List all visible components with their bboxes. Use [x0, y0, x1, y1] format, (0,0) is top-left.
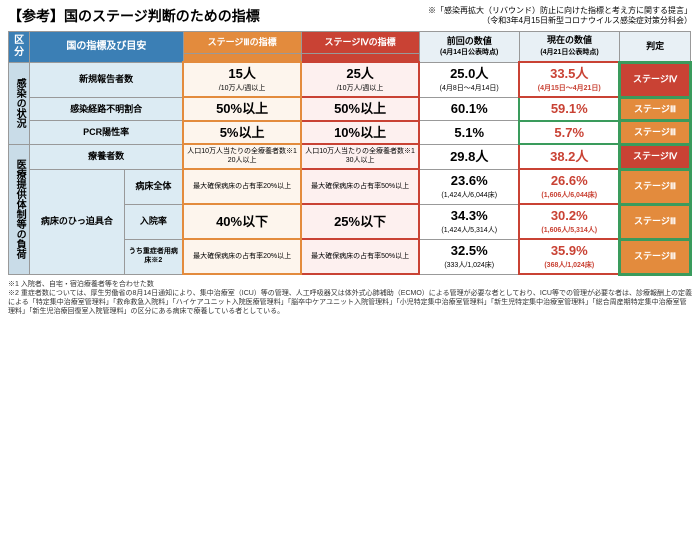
hdr-indicator: 国の指標及び目安 — [30, 31, 183, 62]
stage-table: 区分 国の指標及び目安 ステージⅢの指標 ステージⅣの指標 前回の数値(4月14… — [8, 31, 692, 276]
category-infection: 感染の状況 — [9, 62, 30, 144]
page-title: 【参考】国のステージ判断のための指標 — [8, 6, 260, 26]
hdr-stage3: ステージⅢの指標 — [183, 31, 301, 53]
row-label: 新規報告者数 — [30, 62, 183, 97]
stage3-val: 15人/10万人/週以上 — [183, 62, 301, 97]
hdr-stage4: ステージⅣの指標 — [301, 31, 419, 53]
hdr-kubun: 区分 — [9, 31, 30, 62]
footnote: ※1 入院者、自宅・宿泊療養者等を合わせた数 ※2 重症者数については、厚生労働… — [8, 280, 692, 316]
hdr-prev: 前回の数値(4月14日公表時点) — [419, 31, 519, 62]
hdr-judge: 判定 — [620, 31, 691, 62]
judge-val: ステージⅣ — [620, 62, 691, 97]
stage4-val: 25人/10万人/週以上 — [301, 62, 419, 97]
header-note: ※「感染再拡大（リバウンド）防止に向けた指標と考え方に関する提言」 （令和3年4… — [428, 6, 692, 27]
prev-val: 25.0人(4月8日～4月14日) — [419, 62, 519, 97]
bed-pressure-label: 病床のひっ迫具合 — [30, 169, 124, 274]
hdr-curr: 現在の数値(4月21日公表時点) — [519, 31, 619, 62]
curr-val: 33.5人(4月15日～4月21日) — [519, 62, 619, 97]
category-medical: 医療提供体制等の負荷 — [9, 144, 30, 274]
